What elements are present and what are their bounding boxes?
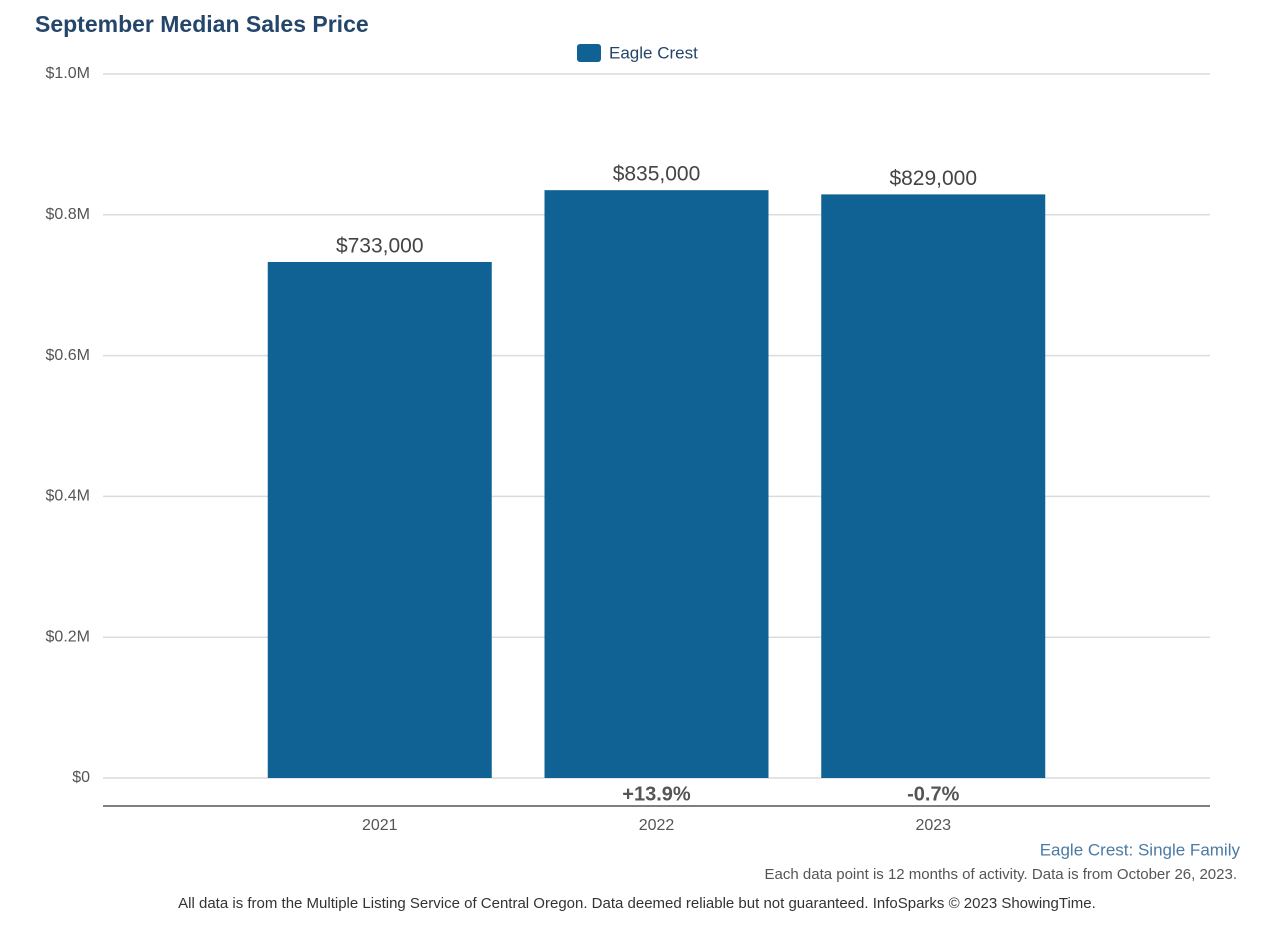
bar — [267, 261, 492, 778]
x-tick-label: 2022 — [639, 817, 675, 834]
y-tick-label: $0 — [72, 769, 90, 786]
chart-title: September Median Sales Price — [35, 11, 369, 37]
value-label: $835,000 — [613, 163, 701, 186]
source: All data is from the Multiple Listing Se… — [178, 895, 1096, 912]
bar — [544, 190, 769, 778]
change-label: +13.9% — [622, 783, 691, 805]
subtitle: Eagle Crest: Single Family — [1040, 840, 1241, 859]
y-tick-label: $1.0M — [46, 65, 90, 82]
x-tick-label: 2023 — [915, 817, 951, 834]
change-label: -0.7% — [907, 783, 959, 805]
y-tick-label: $0.8M — [46, 206, 90, 223]
y-tick-label: $0.6M — [46, 347, 90, 364]
note: Each data point is 12 months of activity… — [765, 866, 1237, 883]
legend-swatch — [577, 44, 601, 62]
legend-label: Eagle Crest — [609, 43, 698, 62]
value-label: $733,000 — [336, 235, 424, 258]
y-tick-label: $0.4M — [46, 488, 90, 505]
x-tick-label: 2021 — [362, 817, 398, 834]
bar — [821, 194, 1046, 778]
value-label: $829,000 — [889, 167, 977, 190]
y-tick-label: $0.2M — [46, 628, 90, 645]
